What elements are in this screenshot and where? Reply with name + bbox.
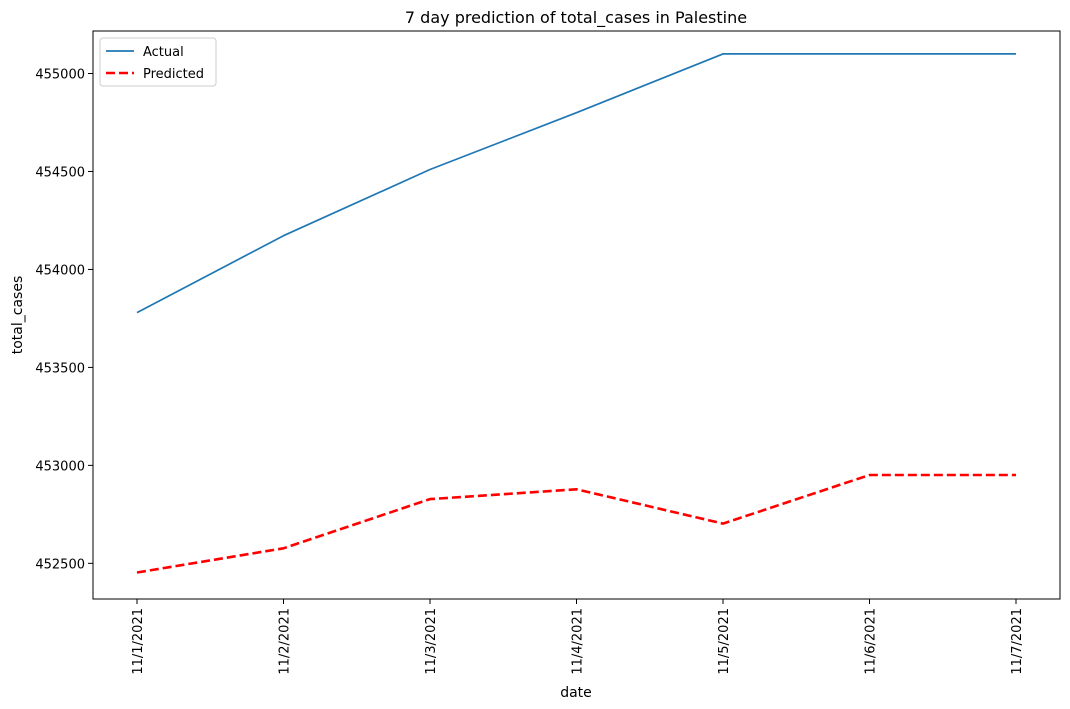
legend-frame [99, 37, 217, 87]
y-tick-label: 453000 [35, 459, 85, 474]
x-tick-label: 11/4/2021 [571, 608, 586, 675]
y-tick-label: 452500 [35, 557, 85, 572]
plot-area [92, 30, 1061, 600]
x-tick-label: 11/6/2021 [864, 608, 879, 675]
series-line-actual [136, 53, 1016, 314]
y-tick-label: 453500 [35, 361, 85, 376]
legend: Actual Predicted [99, 37, 217, 87]
x-tick-label: 11/1/2021 [131, 608, 146, 675]
x-tick-label: 11/7/2021 [1010, 608, 1025, 675]
chart-title: 7 day prediction of total_cases in Pales… [405, 8, 747, 28]
legend-label-predicted: Predicted [143, 67, 204, 82]
x-axis-label: date [560, 685, 592, 701]
y-tick-label: 454000 [35, 263, 85, 278]
y-tick-label: 455000 [35, 68, 85, 83]
series-line-predicted [136, 473, 1016, 574]
x-tick-label: 11/3/2021 [424, 608, 439, 675]
x-tick-label: 11/2/2021 [278, 608, 293, 675]
y-axis: 452500 453000 453500 454000 454500 455000 [35, 68, 93, 572]
x-tick-label: 11/5/2021 [717, 608, 732, 675]
x-axis: 11/1/2021 11/2/2021 11/3/2021 11/4/2021 11/5… [131, 599, 1025, 675]
legend-label-actual: Actual [143, 45, 184, 60]
series-layer [136, 53, 1016, 574]
y-tick-label: 454500 [35, 165, 85, 180]
y-axis-label: total_cases [10, 276, 26, 355]
